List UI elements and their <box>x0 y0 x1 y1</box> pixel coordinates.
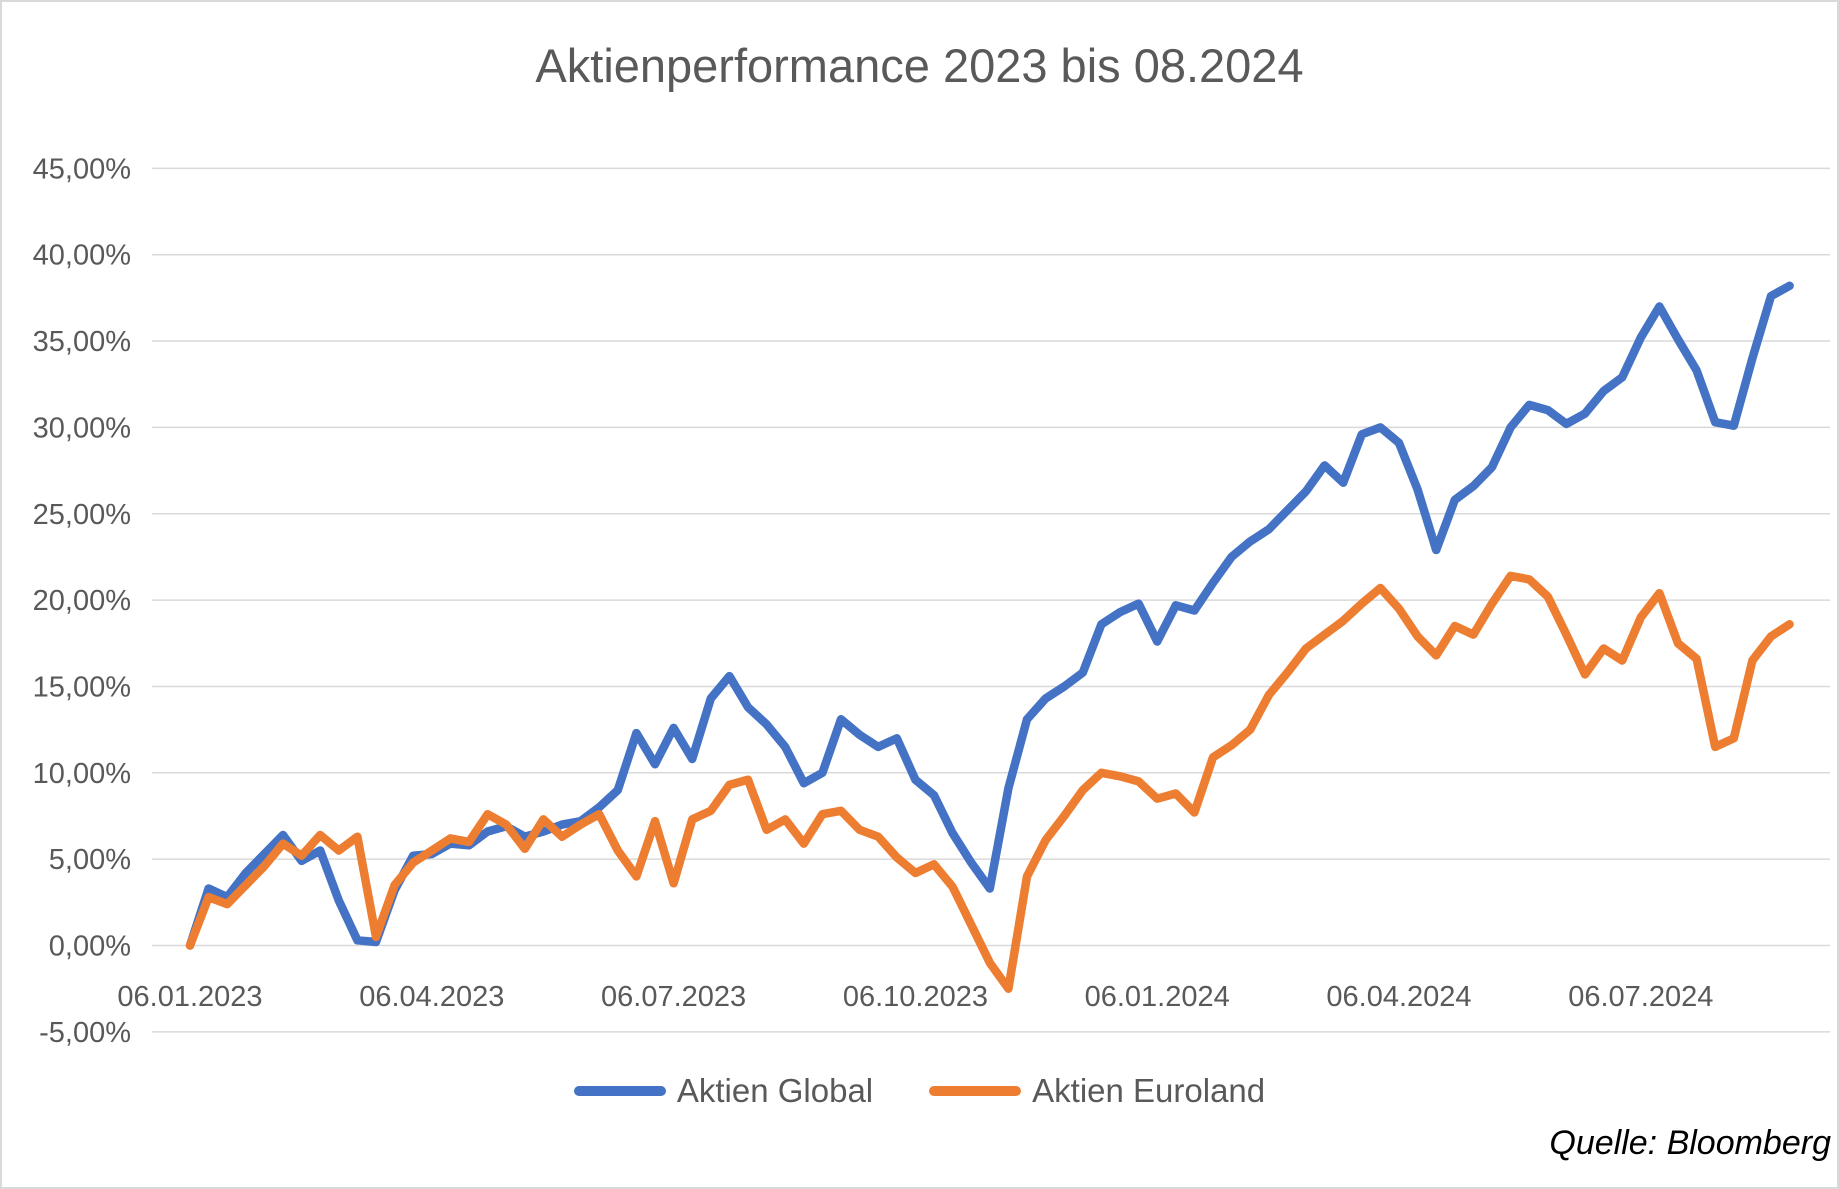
legend-label-aktien-global: Aktien Global <box>676 1072 874 1109</box>
legend-item-aktien-global: Aktien Global <box>573 1072 874 1110</box>
y-axis-tick-label: 30,00% <box>33 412 131 444</box>
y-axis-tick-label: 40,00% <box>33 240 131 272</box>
x-axis-tick-label: 06.01.2023 <box>117 981 262 1013</box>
source-note: Quelle: Bloomberg <box>1549 1124 1831 1162</box>
y-axis-tick-label: 15,00% <box>33 671 131 703</box>
legend-swatch-aktien-global <box>573 1086 666 1096</box>
y-axis-tick-label: 0,00% <box>49 931 131 963</box>
legend-label-aktien-euroland: Aktien Euroland <box>1032 1072 1266 1109</box>
x-axis-tick-label: 06.07.2023 <box>601 981 746 1013</box>
y-axis-tick-label: 45,00% <box>33 153 131 185</box>
y-axis-tick-label: 10,00% <box>33 758 131 790</box>
legend: Aktien Global Aktien Euroland <box>0 1072 1839 1110</box>
series-line-aktien-euroland <box>185 571 1794 993</box>
x-axis-tick-label: 06.04.2024 <box>1326 981 1471 1013</box>
y-axis-tick-label: 20,00% <box>33 585 131 617</box>
series-line-aktien-global <box>185 281 1794 950</box>
chart-title: Aktienperformance 2023 bis 08.2024 <box>535 39 1304 92</box>
y-axis-tick-label: 25,00% <box>33 499 131 531</box>
y-axis-tick-label: -5,00% <box>39 1017 131 1049</box>
legend-swatch-aktien-euroland <box>929 1086 1022 1096</box>
y-axis-tick-label: 5,00% <box>49 844 131 876</box>
legend-item-aktien-euroland: Aktien Euroland <box>929 1072 1265 1110</box>
x-axis-tick-label: 06.07.2024 <box>1568 981 1713 1013</box>
x-axis-tick-label: 06.01.2024 <box>1085 981 1230 1013</box>
x-axis-tick-label: 06.10.2023 <box>843 981 988 1013</box>
y-axis-tick-label: 35,00% <box>33 326 131 358</box>
x-axis-tick-label: 06.04.2023 <box>359 981 504 1013</box>
